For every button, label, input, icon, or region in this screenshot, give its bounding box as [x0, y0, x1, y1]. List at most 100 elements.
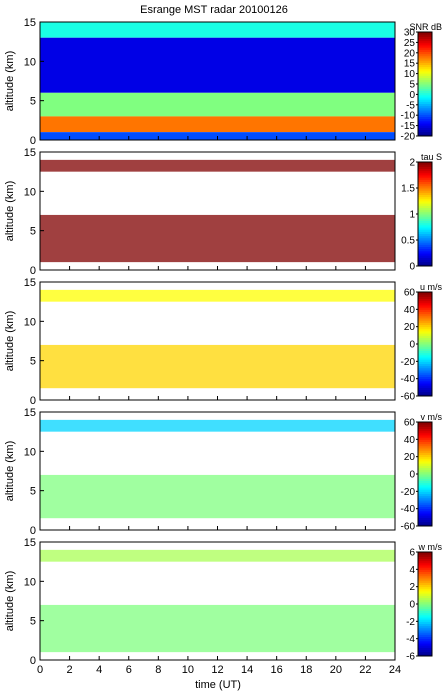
colorbar-swatch	[418, 337, 432, 341]
colorbar-swatch	[418, 441, 432, 445]
colorbar-swatch	[418, 250, 432, 254]
colorbar-tick-label: 30	[404, 28, 416, 39]
colorbar-tick-label: 6	[409, 548, 415, 559]
colorbar-swatch	[418, 34, 432, 37]
colorbar-swatch	[418, 480, 432, 484]
y-tick-label: 5	[30, 356, 36, 368]
y-tick-label: 0	[30, 265, 36, 277]
data-layer	[40, 419, 395, 432]
colorbar-swatch	[418, 248, 432, 252]
colorbar-swatch	[418, 367, 432, 371]
colorbar-swatch	[418, 233, 432, 237]
y-tick-label: 15	[24, 537, 36, 549]
colorbar-swatch	[418, 53, 432, 57]
colorbar-swatch	[418, 606, 432, 609]
colorbar-swatch	[418, 170, 432, 174]
colorbar-swatch	[418, 357, 432, 360]
colorbar-swatch	[418, 253, 432, 256]
colorbar-swatch	[418, 638, 432, 642]
colorbar-swatch	[418, 469, 432, 473]
colorbar-swatch	[418, 560, 432, 564]
colorbar-swatch	[418, 58, 432, 61]
colorbar-swatch	[418, 131, 432, 135]
panel-4: 0 5 10 15 altitude (km) v m/s 60 40 20 0 -20 -40 -60	[4, 407, 442, 537]
y-tick-label: 0	[30, 135, 36, 147]
colorbar-swatch	[418, 621, 432, 624]
colorbar-tick-label: 10	[404, 69, 416, 80]
colorbar-swatch	[418, 129, 432, 133]
colorbar-swatch	[418, 177, 432, 180]
colorbar-swatch	[418, 103, 432, 107]
colorbar-swatch	[418, 454, 432, 458]
colorbar-swatch	[418, 313, 432, 317]
colorbar-swatch	[418, 240, 432, 243]
colorbar-swatch	[418, 389, 432, 393]
colorbar-swatch	[418, 636, 432, 640]
x-tick-label: 20	[330, 664, 342, 676]
colorbar-swatch	[418, 645, 432, 648]
x-axis-label: time (UT)	[195, 679, 241, 691]
x-tick-label: 2	[67, 664, 73, 676]
colorbar-swatch	[418, 335, 432, 338]
colorbar-swatch	[418, 426, 432, 429]
colorbar-tick-label: 0.5	[401, 236, 415, 247]
colorbar-swatch	[418, 244, 432, 247]
y-tick-label: 0	[30, 395, 36, 407]
colorbar-swatch	[418, 554, 432, 557]
colorbar-swatch	[418, 194, 432, 198]
colorbar-swatch	[418, 604, 432, 607]
colorbar-swatch	[418, 198, 432, 202]
colorbar-swatch	[418, 84, 432, 87]
colorbar-swatch	[418, 439, 432, 442]
y-tick-label: 5	[30, 96, 36, 108]
colorbar-swatch	[418, 216, 432, 219]
colorbar-swatch	[418, 55, 432, 59]
colorbar-swatch	[418, 168, 432, 172]
colorbar-swatch	[418, 552, 432, 555]
colorbar-swatch	[418, 582, 432, 585]
colorbar-swatch	[418, 588, 432, 592]
data-layer	[40, 22, 395, 38]
colorbar-swatch	[418, 246, 432, 250]
colorbar-swatch	[418, 209, 432, 213]
x-tick-label: 16	[271, 664, 283, 676]
x-tick-label: 12	[211, 664, 223, 676]
colorbar-swatch	[418, 452, 432, 455]
colorbar-swatch	[418, 352, 432, 356]
y-axis-label: altitude (km)	[4, 571, 16, 632]
colorbar-tick-label: -6	[406, 652, 415, 663]
colorbar-swatch	[418, 112, 432, 115]
colorbar-swatch	[418, 380, 432, 384]
colorbar-tick-label: -10	[401, 111, 416, 122]
colorbar-swatch	[418, 222, 432, 226]
colorbar-swatch	[418, 196, 432, 200]
colorbar-swatch	[418, 133, 432, 137]
colorbar-swatch	[418, 185, 432, 189]
colorbar-swatch	[418, 77, 432, 81]
colorbar-swatch	[418, 224, 432, 228]
y-tick-label: 10	[24, 446, 36, 458]
colorbar-tick-label: -2	[406, 617, 415, 628]
colorbar-swatch	[418, 341, 432, 345]
colorbar-swatch	[418, 294, 432, 297]
colorbar-swatch	[418, 188, 432, 191]
colorbar-tick-label: 40	[404, 305, 416, 316]
colorbar-tick-label: -60	[401, 522, 416, 533]
colorbar-swatch	[418, 623, 432, 627]
colorbar-swatch	[418, 292, 432, 295]
colorbar-swatch	[418, 424, 432, 427]
y-tick-label: 5	[30, 226, 36, 238]
x-tick-label: 22	[359, 664, 371, 676]
colorbar-swatch	[418, 205, 432, 208]
colorbar-swatch	[418, 259, 432, 263]
colorbar-swatch	[418, 38, 432, 42]
colorbar-swatch	[418, 391, 432, 395]
colorbar-swatch	[418, 599, 432, 603]
colorbar-swatch	[418, 32, 432, 35]
data-layer	[40, 344, 395, 389]
colorbar-swatch	[418, 506, 432, 510]
colorbar-swatch	[418, 376, 432, 380]
colorbar-swatch	[418, 517, 432, 520]
